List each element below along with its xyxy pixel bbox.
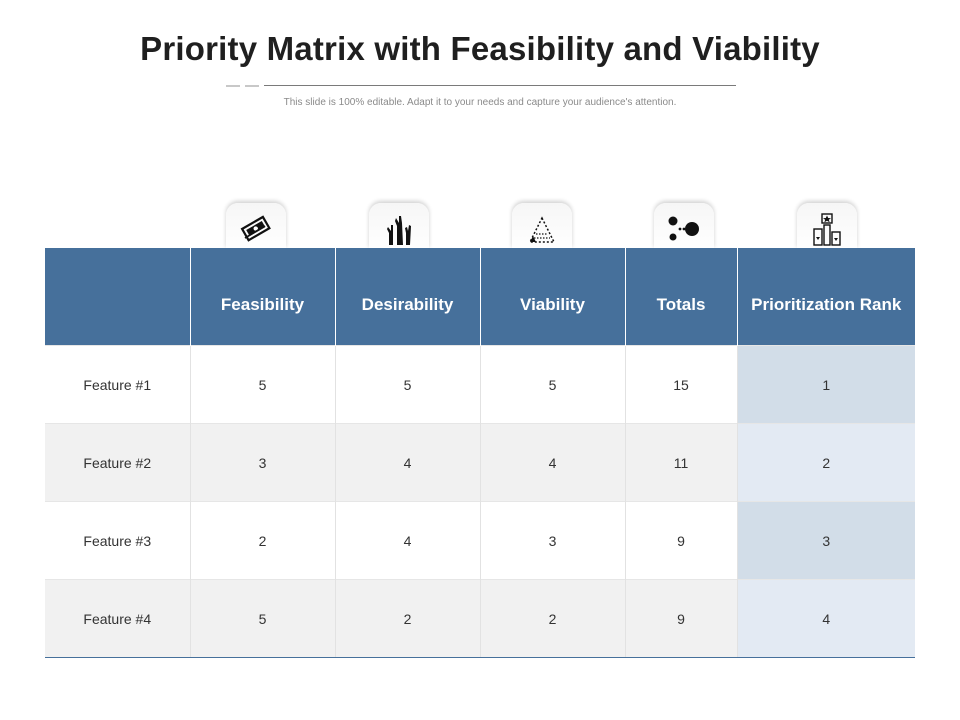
rank-cell: 2 [736,423,915,502]
desirability-cell: 2 [334,579,480,658]
feasibility-cell: 2 [189,501,335,580]
feasibility-icon-tab [226,203,286,249]
row-label: Feature #3 [45,501,190,580]
page-title: Priority Matrix with Feasibility and Via… [140,30,820,67]
title-divider-dash [245,85,259,87]
column-header-totals: Totals [624,248,737,346]
table-row: Feature #1 5 5 5 15 1 [45,345,915,424]
table-header-row: Feasibility Desirability Viability Total… [45,248,915,346]
desirability-icon-tab [369,203,429,249]
rank-cell: 1 [736,345,915,424]
row-label: Feature #2 [45,423,190,502]
feasibility-cell: 3 [189,423,335,502]
viability-cell: 2 [479,579,625,658]
totals-cell: 9 [624,501,737,580]
raised-hands-icon [387,216,411,245]
podium-star-icon [813,213,841,246]
viability-cell: 5 [479,345,625,424]
row-label: Feature #1 [45,345,190,424]
column-header-feasibility: Feasibility [189,248,335,346]
viability-cell: 4 [479,423,625,502]
viability-cell: 3 [479,501,625,580]
title-divider-dash [226,85,240,87]
table-row: Feature #2 3 4 4 11 2 [45,423,915,502]
bubble-icon [668,216,699,241]
totals-cell: 9 [624,579,737,658]
viability-icon-tab [512,203,572,249]
desirability-cell: 5 [334,345,480,424]
rank-icon-tab [797,203,857,249]
row-label: Feature #4 [45,579,190,658]
table-row: Feature #3 2 4 3 9 3 [45,501,915,580]
totals-icon-tab [654,203,714,249]
feasibility-cell: 5 [189,579,335,658]
desirability-cell: 4 [334,423,480,502]
totals-cell: 11 [624,423,737,502]
page-subtitle: This slide is 100% editable. Adapt it to… [283,97,677,108]
pyramid-icon [528,216,556,243]
corner-header-cell [45,248,190,346]
cash-icon [240,215,271,242]
column-header-viability: Viability [479,248,625,346]
totals-cell: 15 [624,345,737,424]
feasibility-cell: 5 [189,345,335,424]
rank-cell: 4 [736,579,915,658]
column-header-desirability: Desirability [334,248,480,346]
priority-matrix-table: Feasibility Desirability Viability Total… [45,248,915,658]
title-divider-line [264,85,736,86]
desirability-cell: 4 [334,501,480,580]
table-row: Feature #4 5 2 2 9 4 [45,579,915,658]
column-header-prioritization-rank: Prioritization Rank [736,248,915,346]
rank-cell: 3 [736,501,915,580]
